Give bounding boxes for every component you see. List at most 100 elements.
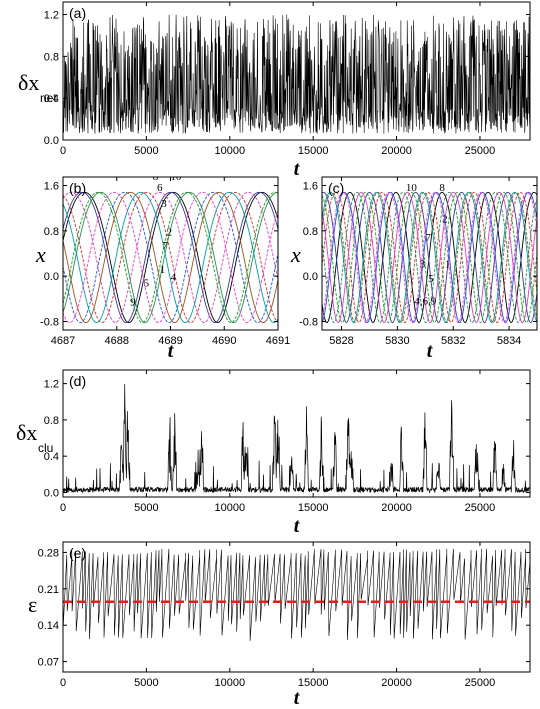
x-tick-label: 25000 [465, 677, 496, 689]
series-line-b-4 [63, 191, 278, 324]
series-line-b-3 [63, 191, 278, 324]
x-tick-label: 20000 [381, 677, 412, 689]
curve-label: 10 [406, 182, 418, 194]
x-axis-label-c: t [427, 340, 434, 362]
panel-b: 8 10 6 3 2 7 14 59 4687 4688 4689 4690 4691 -0.8 0.0 0.… [35, 171, 290, 362]
axes-frame-e [62, 541, 531, 673]
y-tick-label: 0.07 [38, 657, 59, 669]
curve-label: 4 [170, 272, 176, 284]
x-tick-label: 5828 [329, 335, 353, 347]
curve-label: 6 [157, 182, 163, 194]
y-tick-label: 0.0 [303, 271, 318, 283]
curve-label: 1 [160, 264, 166, 276]
x-tick-label: 5000 [134, 145, 158, 157]
x-tick-label: 15000 [298, 502, 329, 514]
panel-label-c: (c) [328, 180, 344, 196]
series-line-d [63, 383, 530, 494]
series-line-c-6 [322, 191, 537, 324]
x-tick-label: 25000 [465, 502, 496, 514]
curve-label: 3 [161, 198, 167, 210]
series-line-b-7 [63, 191, 278, 324]
series-line-c-10 [322, 191, 537, 324]
series-line-b-8 [63, 191, 278, 324]
x-tick-label: 5834 [497, 335, 521, 347]
plot-area-e [63, 548, 530, 641]
x-tick-label: 5832 [441, 335, 465, 347]
curve-label: 2 [167, 226, 173, 238]
x-tick-label: 25000 [465, 145, 496, 157]
x-tick-label: 10000 [214, 502, 245, 514]
y-tick-label: 0.0 [44, 135, 59, 147]
x-tick-label: 10000 [214, 677, 245, 689]
x-tick-label: 20000 [381, 145, 412, 157]
x-tick-label: 0 [60, 145, 66, 157]
curve-label: 8 [439, 182, 445, 194]
curve-label: 10 [170, 171, 182, 183]
y-tick-label: 0.8 [44, 51, 59, 63]
series-line-b-9 [63, 191, 278, 324]
y-tick-label: 0.4 [44, 93, 59, 105]
y-tick-label: 1.6 [44, 181, 59, 193]
y-axis-label-e: ε [28, 592, 37, 617]
panel-label-b: (b) [69, 180, 86, 196]
y-tick-label: 0.8 [44, 226, 59, 238]
panel-label-d: (d) [69, 373, 86, 389]
x-tick-label: 4687 [51, 335, 75, 347]
x-tick-label: 15000 [298, 677, 329, 689]
series-line-c-8 [322, 191, 537, 324]
curve-label: 1 [445, 259, 451, 271]
series-line-b-6 [63, 191, 278, 324]
series-line-b-2 [63, 191, 278, 324]
series-line-b-10 [63, 191, 278, 324]
panel-label-a: (a) [69, 5, 86, 21]
x-tick-label: 5000 [134, 677, 158, 689]
axes-frame-a [62, 1, 531, 141]
x-axis-label-b: t [168, 340, 175, 362]
axes-frame-d [62, 369, 531, 498]
y-tick-label: 0.0 [44, 271, 59, 283]
y-tick-label: -0.8 [299, 317, 318, 329]
axes-frame-c [321, 176, 538, 331]
series-line-c-2 [322, 191, 537, 324]
curve-label: 4,6,9 [414, 296, 437, 308]
x-axis-label-d: t [294, 515, 301, 537]
y-tick-label: 1.2 [44, 379, 59, 391]
x-tick-label: 5000 [134, 502, 158, 514]
x-tick-label: 15000 [298, 145, 329, 157]
x-tick-label: 4689 [158, 335, 182, 347]
series-line-b-1 [63, 191, 278, 324]
curve-label: 5 [144, 277, 150, 289]
x-axis-label-e: t [294, 687, 301, 709]
y-axis-sublabel-d: clu [38, 441, 53, 455]
plot-area-b: 8 10 6 3 2 7 14 59 [63, 171, 278, 324]
y-tick-label: 0.0 [44, 487, 59, 499]
x-tick-label: 5830 [385, 335, 409, 347]
x-tick-label: 4691 [266, 335, 290, 347]
series-line-c-5 [322, 191, 537, 324]
x-axis-label-a: t [294, 158, 301, 180]
panel-c: 10 8 27 3 15 4,6,9 5828 5830 5832 5834 -0.8 0.0 0.8 1… [290, 176, 538, 362]
series-line-a [63, 14, 530, 134]
x-tick-label: 0 [60, 502, 66, 514]
curve-label: 5 [428, 273, 434, 285]
series-line-b-5 [63, 191, 278, 324]
y-tick-label: 0.8 [303, 226, 318, 238]
y-tick-label: 0.8 [44, 415, 59, 427]
y-tick-label: 0.28 [38, 547, 59, 559]
y-tick-label: 0.4 [44, 451, 59, 463]
curve-label: 7 [425, 232, 431, 244]
curve-label: 3 [420, 259, 426, 271]
y-tick-label: -0.8 [40, 317, 59, 329]
y-axis-sublabel-a: net [40, 91, 57, 105]
series-line-e [63, 548, 530, 641]
y-tick-label: 0.14 [38, 620, 59, 632]
plot-area-a [63, 14, 530, 134]
y-axis-label-d: δx [16, 420, 37, 445]
x-tick-label: 20000 [381, 502, 412, 514]
panel-a: 0 5000 10000 15000 20000 25000 0.0 0.4 0.8 1.2 (a)… [18, 1, 531, 180]
panel-d: 0 5000 10000 15000 20000 25000 0.0 0.4 0.8 1.2 (d)… [16, 369, 531, 537]
y-axis-label-b: x [35, 242, 46, 267]
x-tick-label: 4688 [105, 335, 129, 347]
curve-label: 2 [442, 213, 448, 225]
